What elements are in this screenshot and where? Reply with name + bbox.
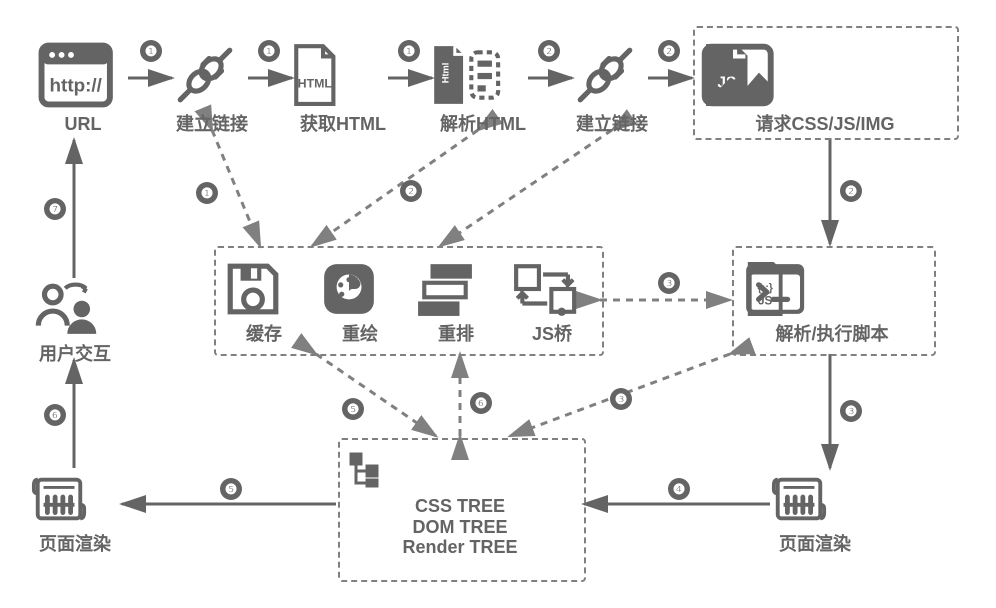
step-badge: ❹: [668, 478, 690, 500]
conn1-icon: [172, 42, 252, 108]
step-badge: ❶: [140, 40, 162, 62]
step-badge: ❺: [342, 398, 364, 420]
cache-label: 缓存: [224, 324, 304, 345]
svg-text:JS: JS: [758, 295, 772, 307]
step-badge: ❸: [610, 388, 632, 410]
step-badge: ❷: [538, 40, 560, 62]
flow-edge: [212, 130, 260, 246]
svg-text:HTML: HTML: [298, 76, 333, 90]
flow-node-userInt: 用户交互: [30, 280, 120, 365]
step-badge: ❶: [398, 40, 420, 62]
url-label: URL: [38, 114, 128, 135]
svg-text:{:;}: {:;}: [758, 282, 773, 294]
flow-node-render2: 页面渲染: [770, 470, 860, 555]
flow-node-reqAssets: CSSJS 请求CSS/JS/IMG: [700, 42, 950, 135]
step-badge: ❸: [658, 272, 680, 294]
parseHtml-icon: Html: [428, 42, 538, 108]
step-badge: ❼: [44, 198, 66, 220]
step-badge: ❷: [400, 180, 422, 202]
userInt-icon: [30, 280, 120, 338]
repaint-icon: [320, 260, 400, 318]
reqAssets-label: 请求CSS/JS/IMG: [700, 114, 950, 135]
step-badge: ❶: [196, 182, 218, 204]
flow-node-url: http:// URL: [38, 42, 128, 135]
step-badge: ❺: [220, 478, 242, 500]
jsbridge-icon: [512, 260, 592, 318]
render1-icon: [30, 470, 120, 528]
execJs-label: 解析/执行脚本: [742, 324, 922, 345]
svg-text:Html: Html: [441, 63, 451, 84]
userInt-label: 用户交互: [30, 344, 120, 365]
url-icon: http://: [38, 42, 128, 108]
repaint-label: 重绘: [320, 324, 400, 345]
reflow-icon: [416, 260, 496, 318]
parseHtml-label: 解析HTML: [428, 114, 538, 135]
render2-label: 页面渲染: [770, 534, 860, 555]
step-badge: ❶: [258, 40, 280, 62]
flow-edge: [316, 354, 436, 436]
getHtml-icon: HTML: [288, 42, 398, 108]
jsbridge-label: JS桥: [512, 324, 592, 345]
step-badge: ❷: [658, 40, 680, 62]
flow-node-repaint: 重绘: [320, 260, 400, 345]
assets-icon-row: CSSJS: [700, 42, 950, 108]
flow-node-parseHtml: Html 解析HTML: [428, 42, 538, 135]
flow-node-reflow: 重排: [416, 260, 496, 345]
execjs-icon-row: {:;}JS: [742, 260, 922, 318]
step-badge: ❻: [44, 404, 66, 426]
step-badge: ❸: [840, 400, 862, 422]
flow-node-conn1: 建立链接: [172, 42, 252, 135]
cache-icon: [224, 260, 304, 318]
trees-icon-row: [345, 450, 575, 490]
step-badge: ❻: [470, 392, 492, 414]
render1-label: 页面渲染: [30, 534, 120, 555]
flow-edge: [312, 130, 478, 246]
trees-label: CSS TREE DOM TREE Render TREE: [345, 496, 575, 558]
conn2-icon: [572, 42, 652, 108]
flow-node-trees: CSS TREE DOM TREE Render TREE: [345, 450, 575, 558]
flow-node-render1: 页面渲染: [30, 470, 120, 555]
flow-node-cache: 缓存: [224, 260, 304, 345]
flow-edge: [440, 130, 612, 246]
flow-node-getHtml: HTML 获取HTML: [288, 42, 398, 135]
conn2-label: 建立链接: [572, 114, 652, 135]
conn1-label: 建立链接: [172, 114, 252, 135]
svg-text:http://: http://: [50, 74, 103, 95]
step-badge: ❷: [840, 180, 862, 202]
flow-node-conn2: 建立链接: [572, 42, 652, 135]
flow-node-execJs: {:;}JS 解析/执行脚本: [742, 260, 922, 345]
flow-node-jsbridge: JS桥: [512, 260, 592, 345]
getHtml-label: 获取HTML: [288, 114, 398, 135]
render2-icon: [770, 470, 860, 528]
reflow-label: 重排: [416, 324, 496, 345]
